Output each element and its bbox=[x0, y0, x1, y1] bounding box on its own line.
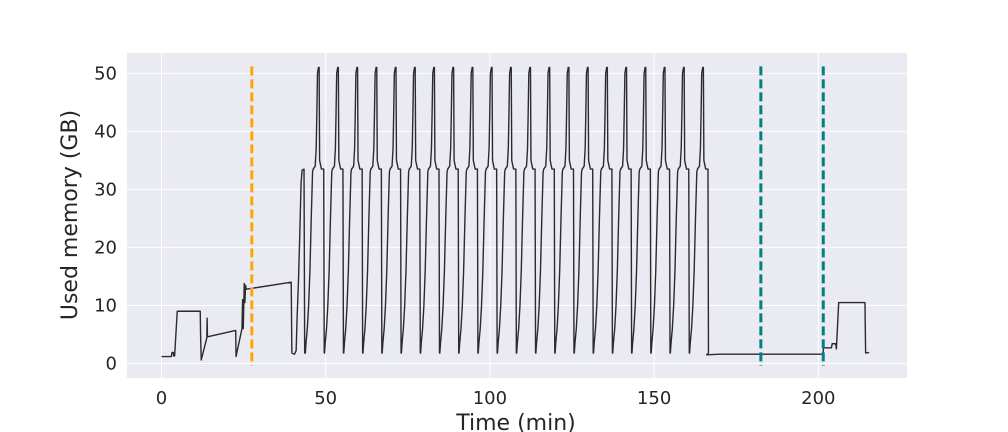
y-tick-label: 10 bbox=[94, 295, 117, 316]
y-tick-label: 50 bbox=[94, 63, 117, 84]
x-tick-labels: 0 50 100 150 200 bbox=[156, 388, 836, 409]
y-tick-label: 0 bbox=[106, 353, 117, 374]
x-tick-label: 0 bbox=[156, 388, 167, 409]
vertical-markers bbox=[250, 66, 825, 366]
series-layer bbox=[161, 66, 870, 361]
x-tick-label: 50 bbox=[314, 388, 337, 409]
y-tick-label: 30 bbox=[94, 179, 117, 200]
memory-series-line bbox=[161, 66, 870, 361]
y-axis-label: Used memory (GB) bbox=[58, 110, 83, 320]
plot-background bbox=[127, 53, 907, 378]
y-tick-label: 20 bbox=[94, 237, 117, 258]
y-tick-labels: 0 10 20 30 40 50 bbox=[94, 63, 117, 374]
y-tick-label: 40 bbox=[94, 121, 117, 142]
x-axis-label: Time (min) bbox=[455, 411, 576, 432]
x-tick-label: 150 bbox=[637, 388, 671, 409]
x-tick-label: 100 bbox=[473, 388, 507, 409]
x-tick-label: 200 bbox=[801, 388, 835, 409]
